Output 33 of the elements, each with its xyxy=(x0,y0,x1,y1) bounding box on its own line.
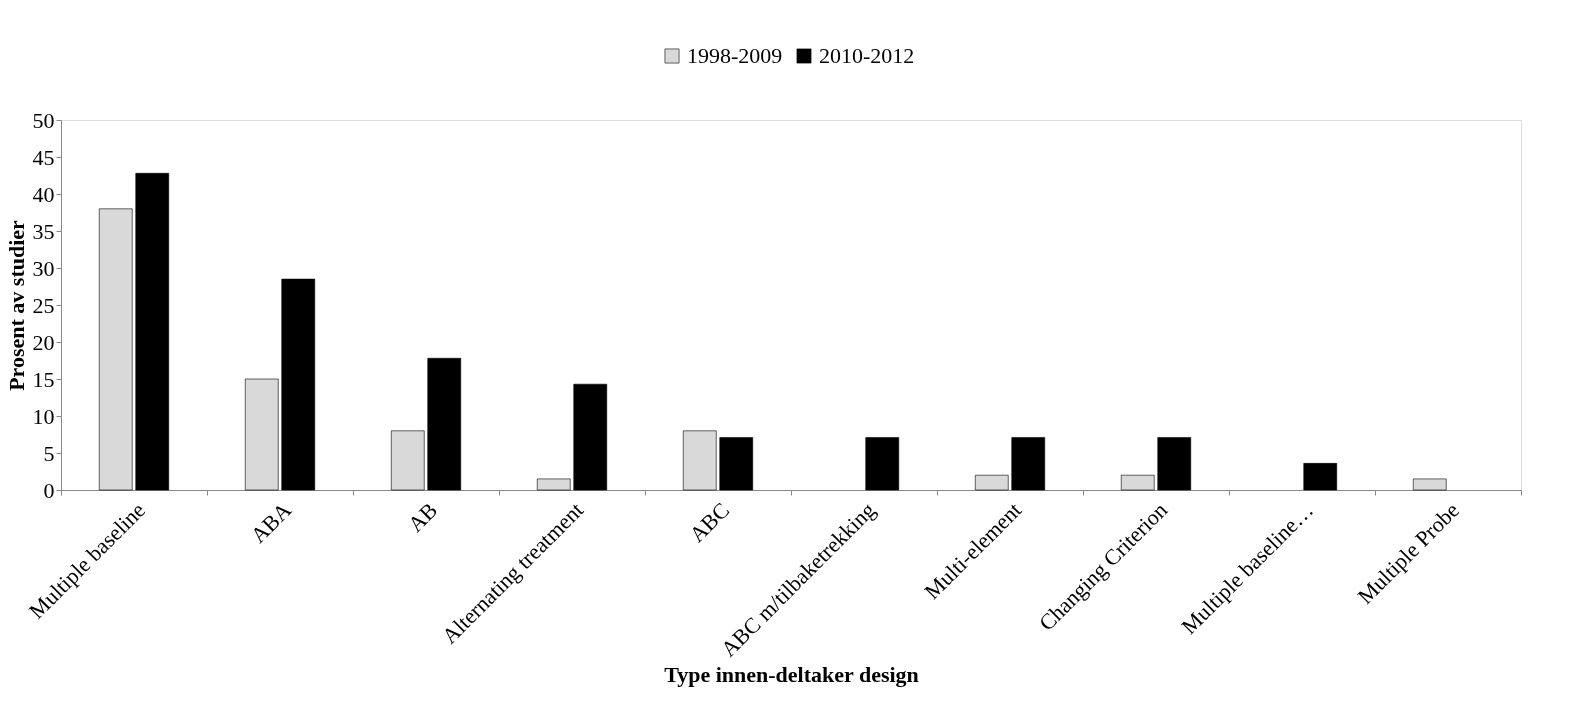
y-tick-label: 25 xyxy=(32,292,55,318)
bar xyxy=(719,437,754,491)
x-axis-title: Type innen-deltaker design xyxy=(664,661,919,687)
y-axis-title: Prosent av studier xyxy=(3,219,29,391)
x-tick-label: AB xyxy=(402,497,443,537)
y-tick-label: 5 xyxy=(43,440,55,466)
bar xyxy=(98,208,133,491)
y-tick-label: 10 xyxy=(32,403,55,429)
bar xyxy=(682,430,717,491)
bar xyxy=(390,430,425,491)
bar xyxy=(244,378,279,491)
bar xyxy=(281,278,316,491)
legend-label: 2010-2012 xyxy=(819,43,915,68)
bar xyxy=(1120,474,1155,491)
y-tick-label: 15 xyxy=(32,366,55,392)
y-tick-label: 35 xyxy=(32,218,55,244)
bar xyxy=(1157,437,1192,491)
bar xyxy=(135,172,170,491)
bar xyxy=(536,478,571,491)
bar xyxy=(1303,463,1338,491)
bar xyxy=(1412,478,1447,491)
bar xyxy=(573,383,608,491)
bar xyxy=(1011,437,1046,491)
y-tick-label: 20 xyxy=(32,329,55,355)
y-tick-label: 40 xyxy=(32,181,55,207)
y-tick-label: 0 xyxy=(43,477,55,503)
y-tick-label: 45 xyxy=(32,144,55,170)
bar xyxy=(427,357,462,491)
bar xyxy=(865,437,900,491)
legend-label: 1998-2009 xyxy=(687,43,783,68)
y-tick-label: 30 xyxy=(32,255,55,281)
bar xyxy=(974,474,1009,491)
y-tick-label: 50 xyxy=(32,107,55,133)
